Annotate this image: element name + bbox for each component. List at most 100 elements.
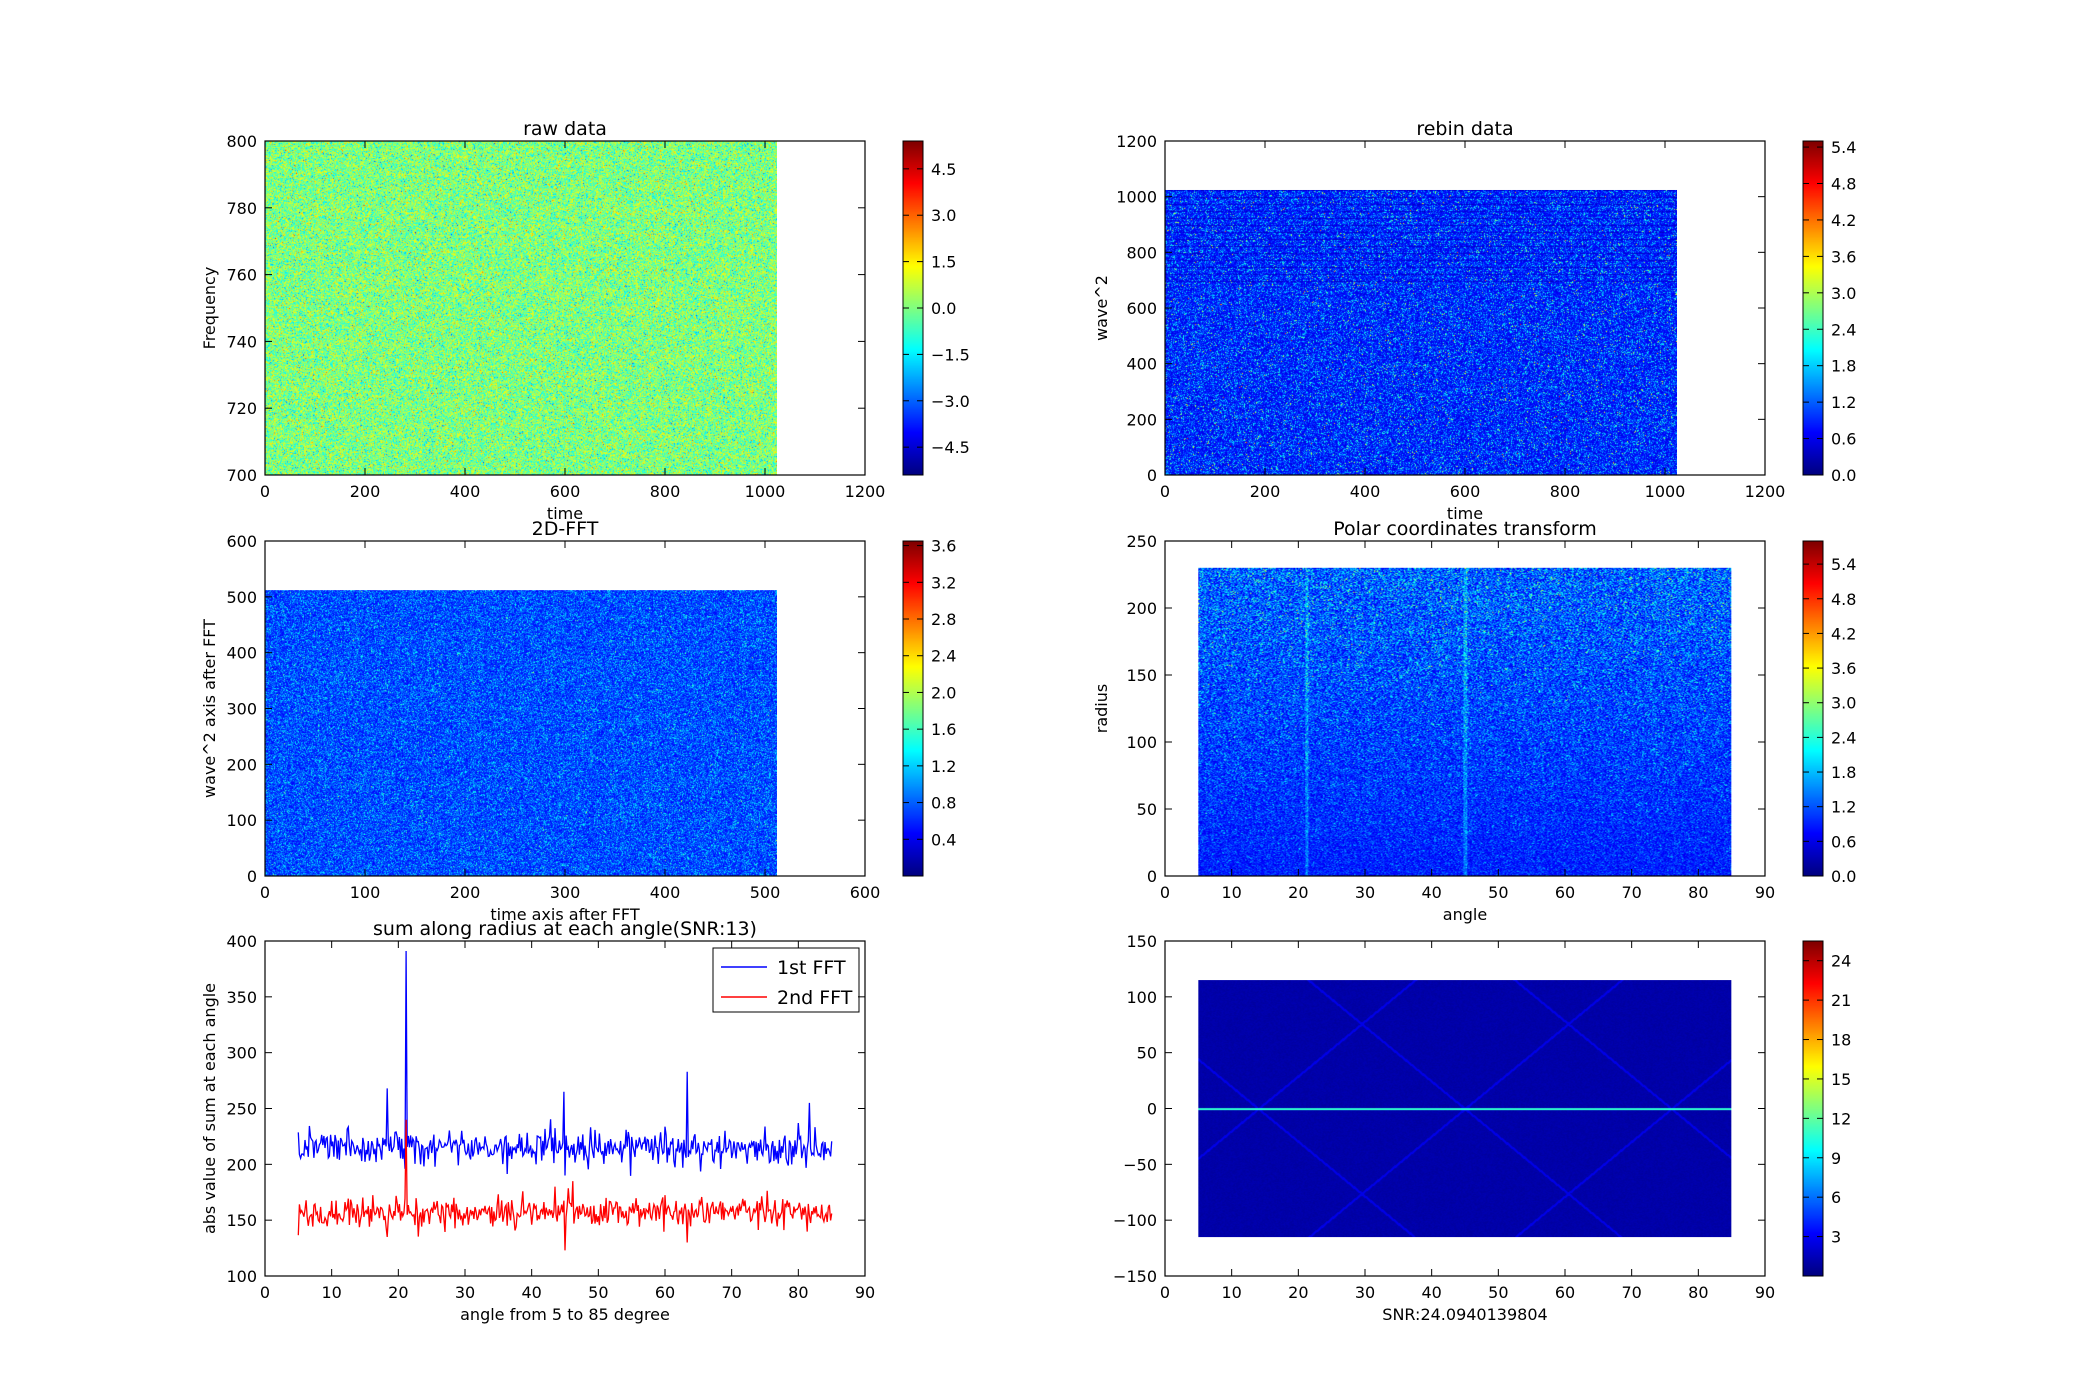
y-tick-label: 400 — [226, 644, 257, 663]
colorbar-tick-label: 0.6 — [1831, 832, 1856, 851]
colorbar-tick-label: 4.2 — [1831, 624, 1856, 643]
x-tick-label: 1000 — [745, 482, 786, 501]
y-tick-label: 400 — [226, 932, 257, 951]
legend: 1st FFT 2nd FFT — [712, 947, 860, 1013]
x-axis-label: angle — [1443, 905, 1487, 924]
chart-panel-4: 0 10 20 30 40 50 60 70 80 90 0 50 100 150 200 250 Polar … — [1092, 518, 1856, 924]
x-tick-label: 40 — [1421, 1283, 1441, 1302]
x-tick-label: 300 — [550, 883, 581, 902]
colorbar-tick-label: 1.5 — [931, 253, 956, 272]
x-tick-label: 1000 — [1645, 482, 1686, 501]
y-tick-label: 760 — [226, 266, 257, 285]
x-tick-label: 800 — [1550, 482, 1581, 501]
colorbar-tick-label: 1.2 — [1831, 798, 1856, 817]
y-tick-label: 800 — [226, 132, 257, 151]
plot-frame — [1164, 540, 1766, 877]
chart-title: Polar coordinates transform — [1333, 518, 1597, 540]
x-tick-label: 10 — [1221, 883, 1241, 902]
colorbar-tick-label: 4.5 — [931, 160, 956, 179]
chart-title: raw data — [523, 118, 607, 140]
colorbar-gradient — [1803, 541, 1823, 876]
x-tick-label: 400 — [650, 883, 681, 902]
heatmap-image — [1165, 189, 1677, 475]
y-tick-label: 720 — [226, 399, 257, 418]
y-tick-label: 300 — [226, 700, 257, 719]
x-tick-label: 30 — [1355, 1283, 1375, 1302]
x-tick-label: 40 — [521, 1283, 541, 1302]
colorbar-tick-label: 12 — [1831, 1109, 1851, 1128]
colorbar-tick-label: 3.6 — [931, 537, 956, 556]
y-tick-label: 600 — [226, 532, 257, 551]
colorbar: 0.0 0.6 1.2 1.8 2.4 3.0 3.6 4.2 4.8 5.4 — [1802, 540, 1856, 886]
x-tick-label: 50 — [1488, 883, 1508, 902]
y-tick-label: 700 — [226, 466, 257, 485]
colorbar-tick-label: 1.8 — [1831, 357, 1856, 376]
colorbar-tick-label: −1.5 — [931, 345, 970, 364]
y-tick-label: 150 — [226, 1211, 257, 1230]
colorbar-tick-label: 1.2 — [931, 757, 956, 776]
x-tick-label: 600 — [1450, 482, 1481, 501]
y-tick-label: 0 — [1147, 1100, 1157, 1119]
series-line-1 — [297, 950, 833, 1176]
heatmap-image — [1198, 567, 1732, 876]
colorbar-tick-label: 3.0 — [931, 206, 956, 225]
x-tick-label: 1200 — [1745, 482, 1786, 501]
chart-panel-5: 1st FFT 2nd FFT 0 10 20 30 40 50 60 70 80 90 100 150 2… — [200, 918, 875, 1324]
y-tick-label: 150 — [1126, 666, 1157, 685]
y-tick-label: 150 — [1126, 932, 1157, 951]
x-tick-label: 1200 — [845, 482, 886, 501]
y-tick-label: 100 — [1126, 988, 1157, 1007]
colorbar-tick-label: 3.0 — [1831, 284, 1856, 303]
colorbar-tick-label: 3.0 — [1831, 694, 1856, 713]
colorbar: 0.0 0.6 1.2 1.8 2.4 3.0 3.6 4.2 4.8 5.4 — [1802, 138, 1856, 485]
x-tick-label: 200 — [450, 883, 481, 902]
x-tick-label: 90 — [1755, 1283, 1775, 1302]
x-tick-label: 70 — [721, 1283, 741, 1302]
colorbar-tick-label: 18 — [1831, 1031, 1851, 1050]
colorbar-tick-label: 21 — [1831, 991, 1851, 1010]
x-tick-label: 500 — [750, 883, 781, 902]
y-axis-label: radius — [1092, 684, 1111, 733]
colorbar: −4.5 −3.0 −1.5 0.0 1.5 3.0 4.5 — [902, 140, 970, 476]
x-tick-label: 70 — [1621, 1283, 1641, 1302]
y-tick-label: 100 — [1126, 733, 1157, 752]
y-tick-label: 200 — [226, 1155, 257, 1174]
colorbar-gradient — [903, 141, 923, 475]
x-tick-label: 400 — [1350, 482, 1381, 501]
x-tick-label: 400 — [450, 482, 481, 501]
y-tick-label: −150 — [1113, 1267, 1157, 1286]
colorbar-tick-label: 6 — [1831, 1188, 1841, 1207]
colorbar-tick-label: 24 — [1831, 952, 1851, 971]
y-tick-label: 350 — [226, 988, 257, 1007]
x-tick-label: 0 — [260, 1283, 270, 1302]
x-tick-label: 0 — [1160, 1283, 1170, 1302]
x-tick-label: 100 — [350, 883, 381, 902]
chart-panel-1: 0 200 400 600 800 1000 1200 700 720 740 760 780 800 r… — [200, 118, 970, 523]
x-tick-label: 30 — [455, 1283, 475, 1302]
x-tick-label: 600 — [850, 883, 881, 902]
legend-label-2: 2nd FFT — [777, 987, 853, 1009]
y-tick-label: 780 — [226, 199, 257, 218]
x-axis-label: SNR:24.0940139804 — [1382, 1305, 1547, 1324]
legend-label-1: 1st FFT — [777, 957, 846, 979]
colorbar-tick-label: 5.4 — [1831, 138, 1856, 157]
y-tick-label: 250 — [1126, 532, 1157, 551]
chart-title: sum along radius at each angle(SNR:13) — [373, 918, 757, 940]
y-tick-label: 740 — [226, 332, 257, 351]
chart-title: rebin data — [1416, 118, 1513, 140]
colorbar-tick-label: −4.5 — [931, 438, 970, 457]
colorbar-tick-label: 3.6 — [1831, 659, 1856, 678]
x-axis-label: angle from 5 to 85 degree — [460, 1305, 670, 1324]
x-tick-label: 20 — [1288, 883, 1308, 902]
x-tick-label: 20 — [388, 1283, 408, 1302]
x-tick-label: 20 — [1288, 1283, 1308, 1302]
y-tick-label: 200 — [1126, 410, 1157, 429]
colorbar-tick-label: 0.0 — [1831, 466, 1856, 485]
y-tick-label: 400 — [1126, 355, 1157, 374]
colorbar-tick-label: 1.2 — [1831, 393, 1856, 412]
x-tick-label: 200 — [350, 482, 381, 501]
y-axis-label: Frequency — [200, 267, 219, 350]
y-tick-label: 100 — [226, 1267, 257, 1286]
colorbar-tick-label: 1.6 — [931, 720, 956, 739]
